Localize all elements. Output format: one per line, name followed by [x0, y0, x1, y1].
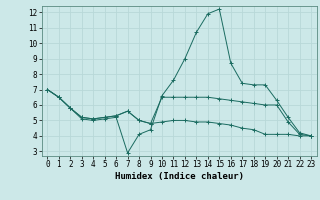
- X-axis label: Humidex (Indice chaleur): Humidex (Indice chaleur): [115, 172, 244, 181]
